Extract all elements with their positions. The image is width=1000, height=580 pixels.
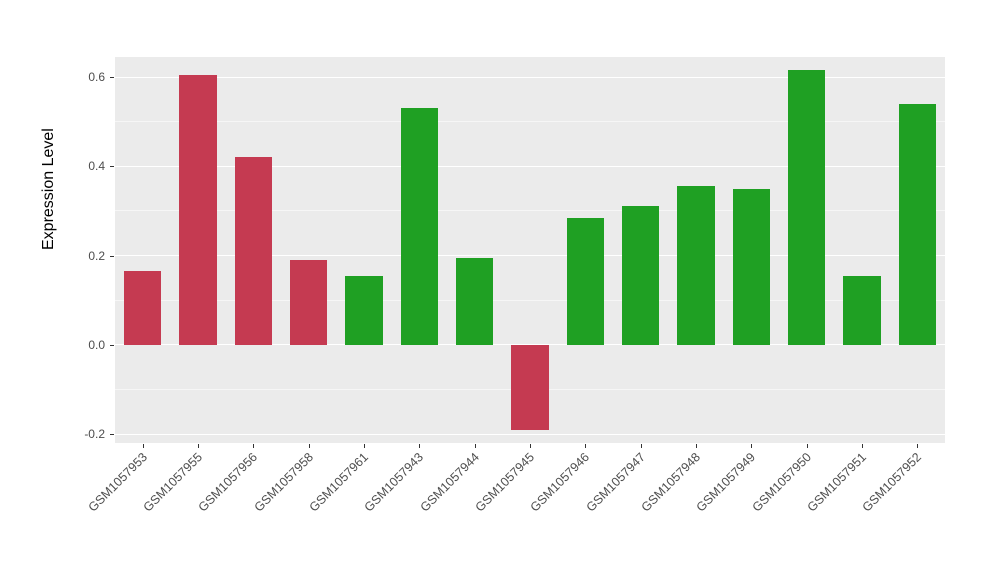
x-tick-mark [142, 444, 144, 448]
y-tick-mark [110, 77, 114, 79]
y-tick-label: 0.2 [88, 248, 105, 263]
x-tick-mark [419, 444, 421, 448]
bar-GSM1057944 [455, 257, 494, 345]
bar-GSM1057946 [566, 217, 605, 345]
x-tick-mark [585, 444, 587, 448]
y-tick-mark [110, 434, 114, 436]
bar-GSM1057956 [234, 157, 273, 345]
x-tick-label: GSM1057956 [195, 450, 261, 515]
bar-GSM1057952 [898, 103, 937, 345]
x-tick-mark [474, 444, 476, 448]
y-tick-label: 0.6 [88, 70, 105, 85]
x-tick-mark [862, 444, 863, 448]
x-tick-label: GSM1057943 [361, 450, 427, 515]
y-tick-label: -0.2 [84, 427, 105, 442]
y-tick-mark [110, 344, 114, 346]
x-tick-mark [696, 444, 697, 448]
x-tick-mark [198, 444, 199, 448]
bar-GSM1057953 [123, 271, 162, 345]
minor-gridline [115, 299, 945, 301]
x-tick-label: GSM1057946 [527, 450, 593, 515]
bar-GSM1057955 [179, 74, 217, 345]
major-gridline [115, 433, 945, 435]
x-tick-mark [364, 444, 365, 448]
x-tick-mark [308, 444, 310, 448]
x-tick-label: GSM1057952 [859, 450, 925, 515]
x-tick-mark [751, 444, 753, 448]
x-tick-mark [806, 444, 808, 448]
bar-GSM1057943 [400, 108, 439, 345]
bar-GSM1057948 [677, 186, 715, 345]
bar-GSM1057961 [345, 275, 383, 345]
bar-GSM1057947 [621, 206, 660, 345]
major-gridline [115, 165, 945, 167]
x-tick-mark [640, 444, 642, 448]
x-tick-mark [917, 444, 919, 448]
y-tick-label: 0.4 [88, 159, 105, 174]
y-tick-mark [110, 255, 114, 257]
major-gridline [115, 76, 945, 78]
minor-gridline [115, 210, 945, 212]
x-tick-mark [253, 444, 255, 448]
plot-panel [115, 57, 945, 443]
y-tick-label: 0.0 [88, 337, 105, 352]
major-gridline [115, 255, 945, 257]
bar-GSM1057951 [843, 275, 881, 345]
y-tick-mark [110, 166, 114, 168]
x-tick-mark [530, 444, 531, 448]
bar-GSM1057958 [289, 260, 328, 345]
bar-GSM1057950 [787, 70, 826, 345]
bar-GSM1057949 [732, 188, 771, 345]
x-tick-label: GSM1057949 [693, 450, 759, 515]
bar-GSM1057945 [511, 344, 549, 430]
minor-gridline [115, 121, 945, 123]
